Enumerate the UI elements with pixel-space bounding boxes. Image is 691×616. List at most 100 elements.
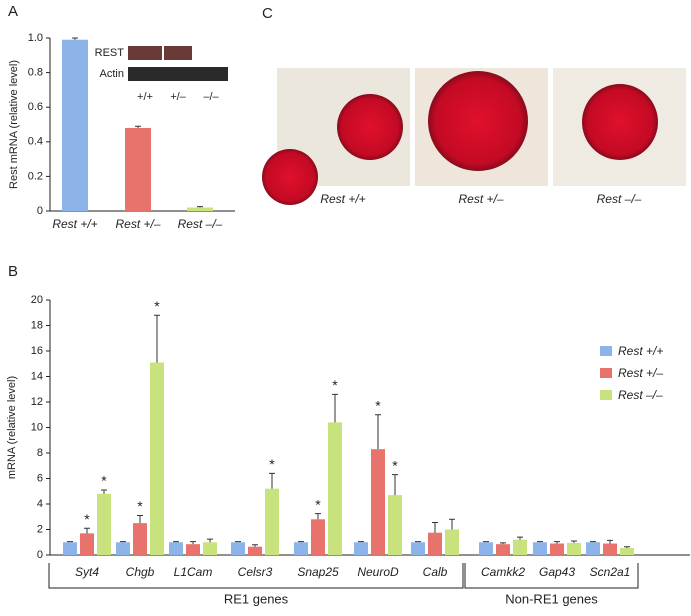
y-tick-label: 1.0 <box>28 32 43 44</box>
bar <box>311 519 325 555</box>
x-tick-label: Gap43 <box>539 565 575 579</box>
y-tick-label: 12 <box>31 396 43 408</box>
y-tick-label: 0 <box>37 549 43 561</box>
error-bar <box>67 541 73 543</box>
error-bar <box>197 206 203 208</box>
photo-caption: Rest +/+ <box>320 192 365 206</box>
group-label: Non-RE1 genes <box>505 591 598 606</box>
bar <box>354 542 368 555</box>
x-tick-label: Snap25 <box>297 565 339 579</box>
bar <box>496 544 510 555</box>
bar <box>248 546 262 555</box>
legend-swatch <box>600 368 612 378</box>
legend-swatch <box>600 346 612 356</box>
significance: * <box>154 298 160 314</box>
panel-label: C <box>262 5 273 22</box>
error-bar <box>392 474 398 496</box>
bar <box>428 532 442 555</box>
blot-row-label: REST <box>95 47 125 59</box>
bar <box>186 544 200 555</box>
significance: * <box>392 457 398 473</box>
error-bar <box>517 536 523 540</box>
bar <box>125 127 151 211</box>
y-tick-label: 10 <box>31 421 43 433</box>
error-bar <box>173 541 179 543</box>
error-bar <box>607 539 613 544</box>
error-bar <box>235 541 241 543</box>
bar <box>411 542 425 555</box>
y-tick-label: 0.6 <box>28 101 43 113</box>
bar <box>265 488 279 555</box>
blot-column-label: +/+ <box>137 91 153 103</box>
bar <box>187 207 213 211</box>
group-bracket <box>464 563 639 589</box>
error-bar <box>449 518 455 530</box>
bar <box>328 422 342 555</box>
x-tick-label: Rest +/+ <box>52 217 97 231</box>
x-tick-label: Rest +/– <box>115 217 160 231</box>
y-tick-label: 0.2 <box>28 170 43 182</box>
significance: * <box>137 498 143 514</box>
y-axis-label: mRNA (relative level) <box>6 376 18 479</box>
y-tick-label: 0.8 <box>28 67 43 79</box>
error-bar <box>624 546 630 548</box>
x-tick-label: Rest –/– <box>178 217 223 231</box>
bar <box>203 542 217 555</box>
error-bar <box>84 527 90 534</box>
x-tick-label: NeuroD <box>357 565 399 579</box>
error-bar <box>590 541 596 543</box>
y-tick-label: 20 <box>31 294 43 306</box>
y-axis-label: Rest mRNA (relative level) <box>8 60 20 189</box>
y-tick-label: 6 <box>37 472 43 484</box>
legend-label: Rest +/– <box>618 366 663 380</box>
x-tick-label: Scn2a1 <box>590 565 631 579</box>
x-tick-label: L1Cam <box>174 565 213 579</box>
bar <box>445 529 459 555</box>
legend-label: Rest +/+ <box>618 344 663 358</box>
error-bar <box>190 541 196 545</box>
error-bar <box>207 538 213 543</box>
error-bar <box>154 314 160 363</box>
error-bar <box>137 514 143 524</box>
error-bar <box>375 414 381 450</box>
x-tick-label: Camkk2 <box>481 565 525 579</box>
error-bar <box>120 541 126 543</box>
error-bar <box>269 472 275 489</box>
bar <box>97 493 111 555</box>
group-bracket <box>48 563 464 589</box>
bar <box>620 547 634 555</box>
blot <box>128 46 228 81</box>
significance: * <box>84 511 90 527</box>
bar <box>388 495 402 555</box>
blot-column-label: +/– <box>170 91 186 103</box>
error-bar <box>432 521 438 533</box>
photo-caption: Rest +/– <box>458 192 503 206</box>
legend-swatch <box>600 390 612 400</box>
x-tick-label: Calb <box>423 565 448 579</box>
blot-row-label: Actin <box>100 68 124 80</box>
legend-label: Rest –/– <box>618 388 663 402</box>
bar <box>567 542 581 555</box>
significance: * <box>332 377 338 393</box>
bar <box>586 542 600 555</box>
error-bar <box>298 541 304 543</box>
photo-caption: Rest –/– <box>597 192 642 206</box>
bar <box>371 449 385 555</box>
significance: * <box>315 496 321 512</box>
bar <box>231 542 245 555</box>
y-tick-label: 2 <box>37 523 43 535</box>
y-tick-label: 16 <box>31 345 43 357</box>
significance: * <box>269 456 275 472</box>
error-bar <box>332 393 338 423</box>
error-bar <box>252 544 258 547</box>
error-bar <box>571 540 577 543</box>
bar <box>513 539 527 555</box>
error-bar <box>483 541 489 543</box>
significance: * <box>101 473 107 489</box>
bar <box>116 542 130 555</box>
y-tick-label: 0 <box>37 205 43 217</box>
bar <box>62 39 88 212</box>
y-tick-label: 4 <box>37 498 43 510</box>
